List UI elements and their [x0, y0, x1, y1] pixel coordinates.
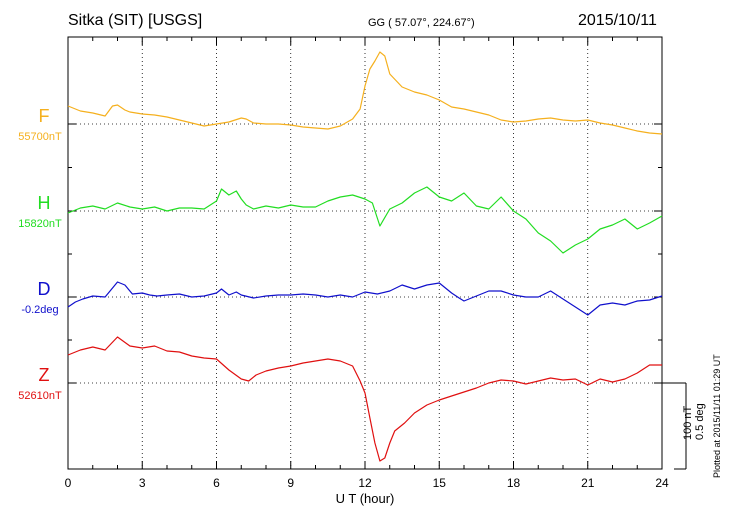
x-tick-label: 21	[581, 476, 595, 490]
x-tick-label: 15	[433, 476, 447, 490]
x-tick-label: 9	[287, 476, 294, 490]
component-label-d: D	[38, 279, 51, 299]
series-line-h	[67, 186, 663, 254]
baseline-value-h: 15820nT	[18, 218, 62, 230]
baseline-value-f: 55700nT	[18, 131, 62, 143]
x-tick-label: 0	[65, 476, 72, 490]
x-tick-label: 12	[358, 476, 372, 490]
scale-label-nt: 100 nT	[682, 405, 694, 440]
series-line-f	[67, 51, 663, 135]
component-label-z: Z	[39, 365, 50, 385]
component-label-f: F	[39, 106, 50, 126]
x-tick-label: 6	[213, 476, 220, 490]
chart-date: 2015/10/11	[578, 12, 657, 29]
series-line-z	[67, 336, 662, 462]
component-label-h: H	[38, 193, 51, 213]
station-coordinates: GG ( 57.07°, 224.67°)	[368, 17, 475, 29]
station-title: Sitka (SIT) [USGS]	[68, 12, 203, 29]
x-tick-label: 24	[655, 476, 669, 490]
plotted-timestamp: Plotted at 2015/11/11 01:29 UT	[712, 354, 722, 478]
x-tick-label: 3	[139, 476, 146, 490]
baseline-value-d: -0.2deg	[21, 304, 58, 316]
x-tick-label: 18	[507, 476, 521, 490]
series-line-d	[67, 281, 663, 316]
scale-label-deg: 0.5 deg	[694, 403, 706, 440]
x-axis-label: U T (hour)	[336, 491, 395, 506]
baseline-value-z: 52610nT	[18, 390, 62, 402]
